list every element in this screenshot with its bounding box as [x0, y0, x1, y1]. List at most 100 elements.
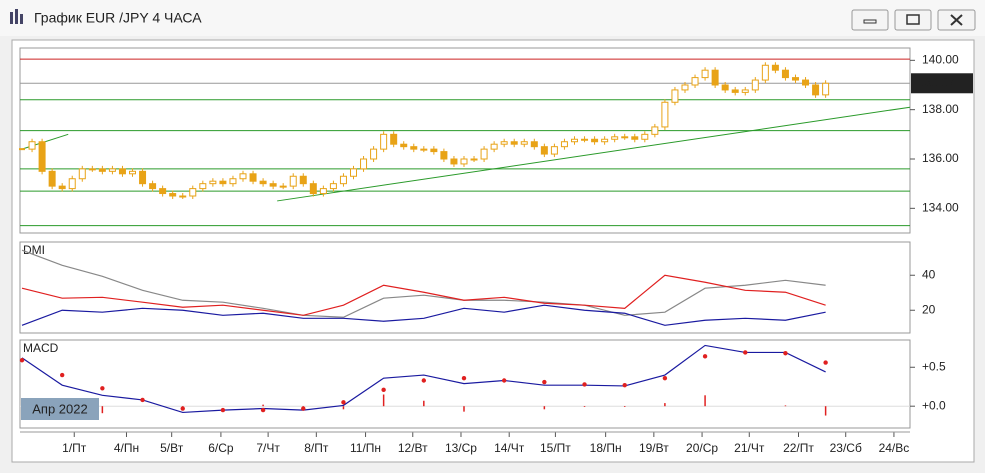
app-icon [10, 9, 23, 24]
x-tick-label: 14/Чт [494, 441, 525, 455]
x-tick-label: 24/Вс [879, 441, 910, 455]
x-tick-label: 1/Пт [62, 441, 87, 455]
signal-dot [461, 375, 467, 381]
candle [822, 82, 830, 96]
date-label: Апр 2022 [32, 401, 87, 416]
candle [771, 64, 779, 71]
x-tick-label: 23/Сб [830, 441, 862, 455]
candle [420, 148, 428, 151]
signal-dot [19, 358, 25, 363]
candle [209, 180, 217, 185]
signal-dot [220, 407, 226, 413]
candle [360, 158, 368, 170]
indicator-line [21, 274, 826, 316]
candle [480, 148, 488, 160]
panel-label: MACD [23, 341, 59, 355]
candle [581, 138, 589, 141]
x-tick-label: 20/Ср [686, 441, 718, 455]
candle [490, 143, 498, 150]
candle [229, 178, 237, 185]
candle [641, 133, 649, 140]
candle [159, 188, 167, 195]
candle [169, 193, 177, 197]
signal-dot [140, 397, 145, 403]
candle [611, 136, 619, 140]
candle [450, 158, 458, 165]
candle [671, 89, 679, 103]
panel-frame [19, 47, 911, 234]
signal-dot [341, 400, 346, 405]
candle [741, 89, 749, 93]
candle [681, 84, 689, 91]
candle [761, 64, 769, 81]
x-tick-label: 18/Пн [590, 441, 622, 455]
candle [460, 158, 468, 165]
signal-dot [381, 387, 386, 393]
candle [390, 133, 398, 145]
y-tick-label: 20 [922, 302, 936, 316]
signal-dot [743, 350, 748, 355]
panel-frame [19, 241, 911, 334]
candle [139, 170, 147, 185]
candle [48, 170, 56, 187]
x-tick-label: 7/Чт [256, 441, 280, 455]
candle [701, 69, 709, 79]
candle [500, 141, 508, 145]
signal-dot [100, 386, 105, 391]
candle [410, 146, 418, 150]
y-tick-label: +0.5 [922, 359, 946, 373]
y-tick-label: 140.00 [922, 53, 959, 67]
close-button[interactable] [937, 9, 976, 31]
candle [98, 168, 106, 172]
signal-dot [501, 378, 507, 383]
candle [149, 183, 157, 190]
maximize-button[interactable] [894, 9, 932, 31]
signal-dot [783, 351, 788, 356]
candle [68, 178, 76, 190]
signal-dot [582, 382, 587, 387]
candle [691, 77, 699, 86]
candle [309, 183, 317, 195]
window-title: График EUR /JPY 4 ЧАСА [34, 10, 202, 26]
candle [400, 143, 408, 148]
candle [711, 69, 719, 86]
trend-line [277, 106, 911, 202]
candle [601, 138, 609, 143]
candle [781, 69, 789, 79]
x-tick-label: 8/Пт [304, 441, 329, 455]
candle [530, 141, 538, 148]
candle [370, 148, 378, 160]
minimize-button[interactable] [851, 9, 889, 31]
candle [540, 146, 548, 155]
x-tick-label: 21/Чт [734, 441, 765, 455]
candle [88, 168, 96, 171]
macd-line [21, 344, 826, 414]
candle [299, 175, 307, 185]
candle [570, 138, 578, 143]
candle [259, 180, 267, 185]
title-bar [0, 0, 985, 36]
signal-dot [823, 360, 828, 365]
x-tick-label: 19/Вт [639, 441, 669, 455]
candle [791, 77, 799, 81]
y-tick-label: 40 [922, 267, 936, 281]
last-price-box [911, 73, 973, 94]
candle [721, 84, 729, 91]
candle [219, 180, 227, 185]
x-tick-label: 6/Ср [208, 441, 234, 455]
candle [621, 136, 629, 139]
indicator-line [21, 304, 826, 326]
indicator-line [21, 249, 826, 318]
candle [189, 188, 197, 197]
candle [510, 141, 518, 145]
candle [661, 101, 669, 128]
x-tick-label: 5/Вт [160, 441, 184, 455]
candle [550, 146, 558, 155]
candle [349, 168, 357, 177]
candle [129, 170, 137, 175]
signal-dot [301, 406, 306, 411]
signal-dot [662, 375, 668, 381]
candle [249, 173, 257, 182]
